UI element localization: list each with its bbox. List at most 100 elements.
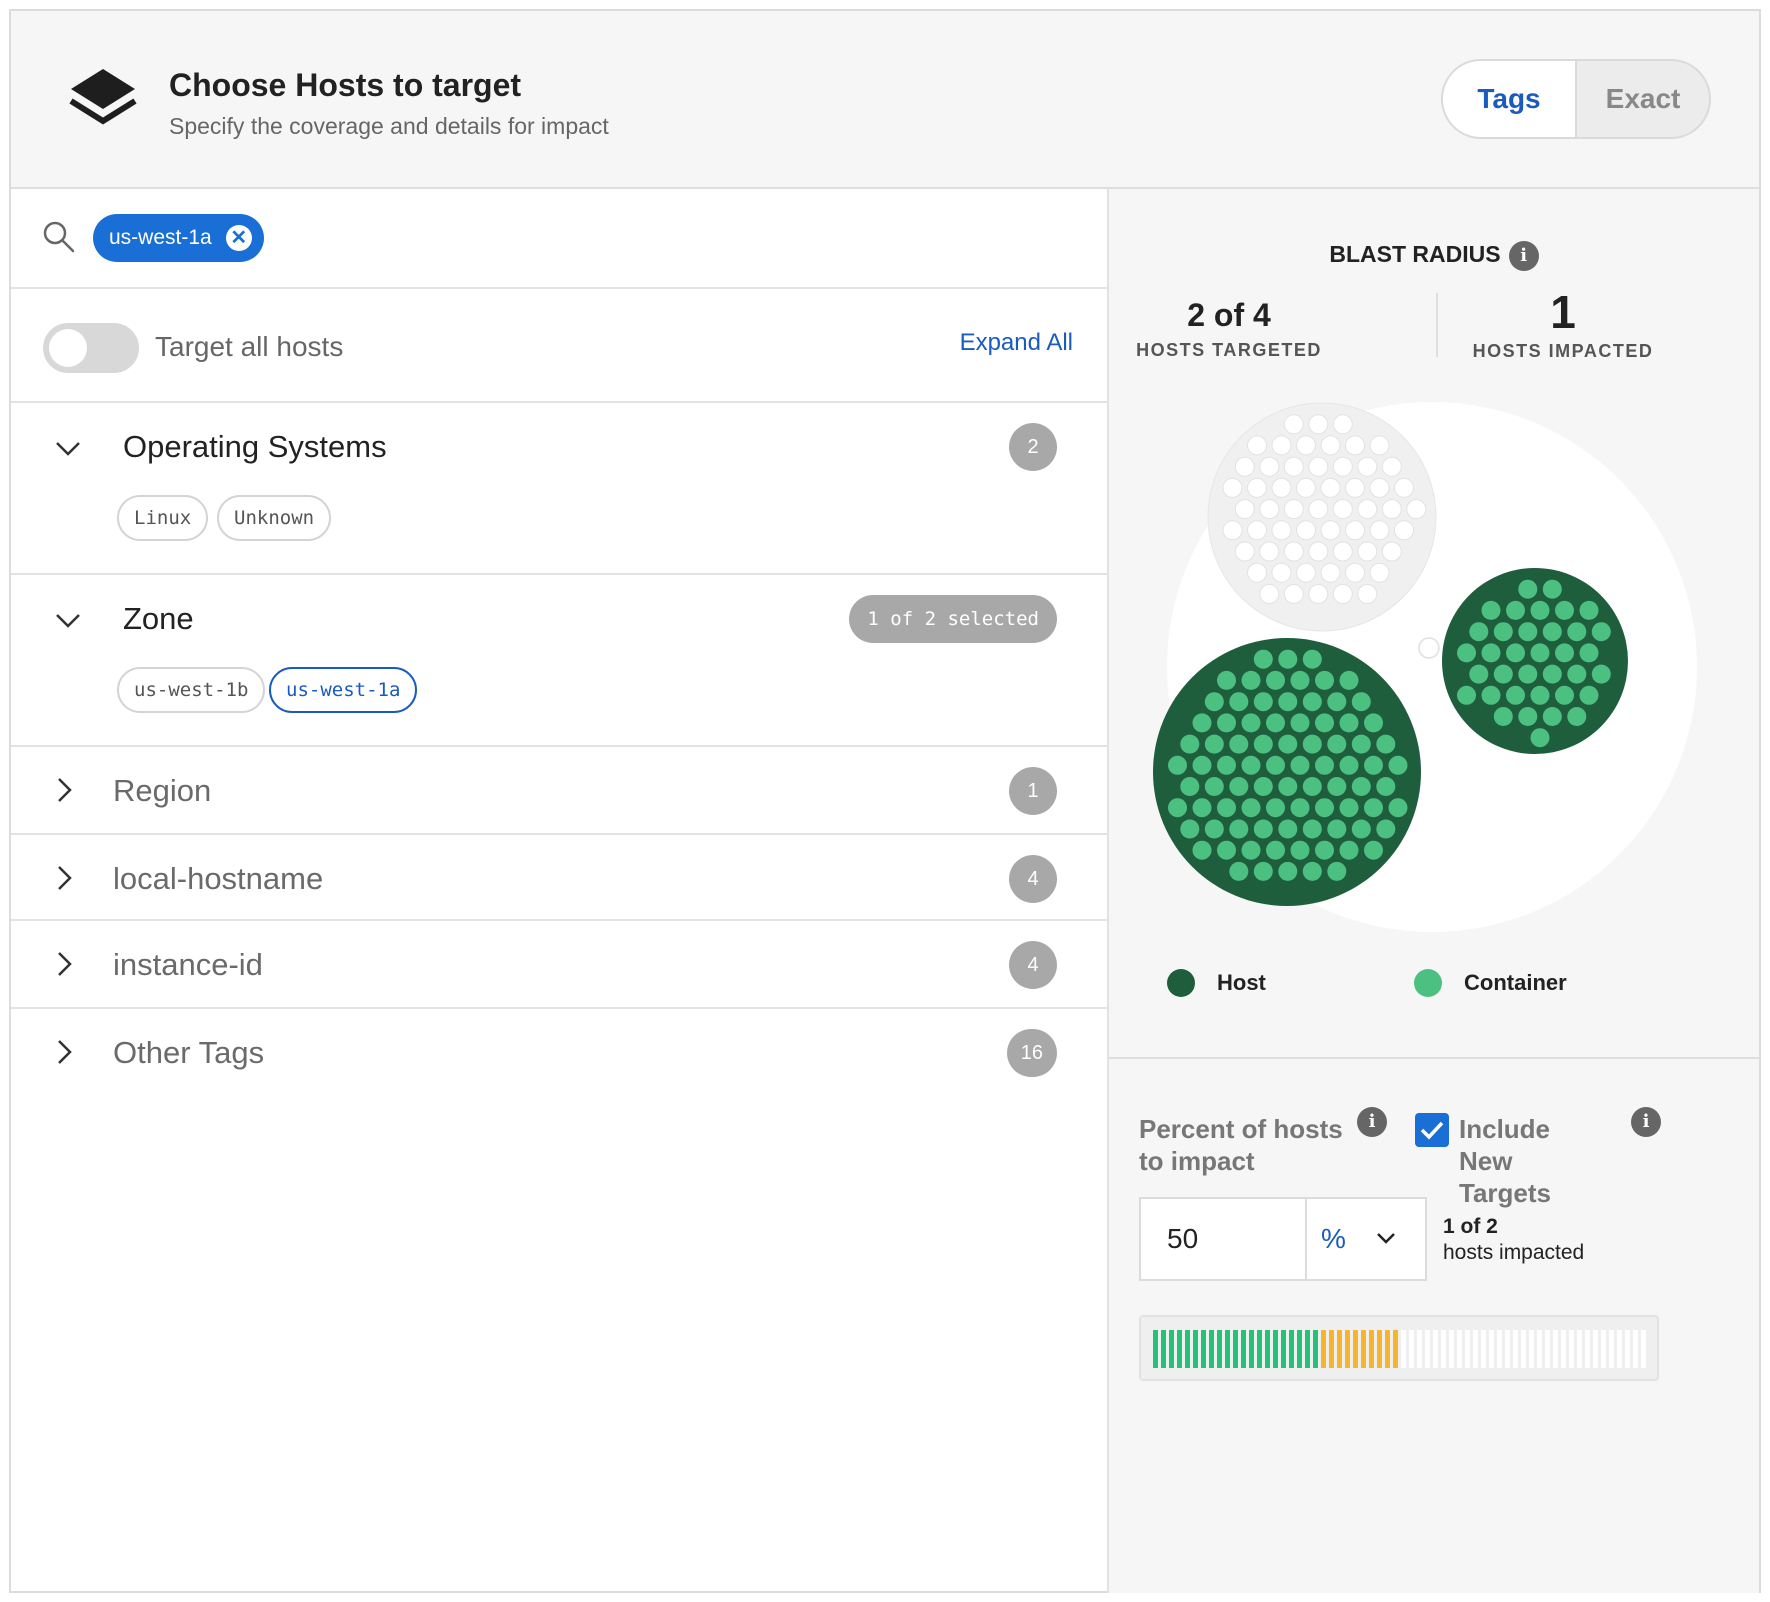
progress-segment — [1329, 1330, 1334, 1368]
container-dot — [1283, 414, 1304, 435]
progress-segment — [1345, 1330, 1350, 1368]
container-dot — [1278, 777, 1298, 796]
section-title[interactable]: local-hostname — [113, 861, 324, 896]
container-dot — [1320, 520, 1341, 541]
container-dot — [1376, 734, 1396, 754]
chevron-right-icon[interactable] — [49, 949, 79, 979]
progress-segment — [1225, 1330, 1230, 1368]
info-icon[interactable]: i — [1631, 1107, 1661, 1137]
container-dot — [1315, 840, 1334, 860]
chevron-right-icon[interactable] — [49, 863, 79, 893]
container-dot — [1278, 734, 1298, 754]
container-dot — [1369, 520, 1390, 541]
container-dot — [1302, 861, 1322, 881]
container-dot — [1481, 685, 1501, 705]
blast-radius-visualization — [1153, 402, 1697, 932]
container-dot — [1180, 819, 1200, 839]
container-dot — [1332, 584, 1353, 604]
section-divider — [1109, 1057, 1759, 1059]
chevron-down-icon[interactable] — [53, 605, 83, 635]
container-dot — [1168, 798, 1187, 818]
container-dot — [1192, 713, 1212, 733]
chevron-right-icon[interactable] — [49, 1037, 79, 1067]
tag-unknown[interactable]: Unknown — [217, 495, 332, 541]
container-dot — [1345, 520, 1365, 541]
progress-segment — [1233, 1330, 1238, 1368]
tag-us-west-1b[interactable]: us-west-1b — [117, 667, 266, 713]
container-dot — [1266, 713, 1285, 733]
hosts-impacted-stat: 1 HOSTS IMPACTED — [1463, 289, 1663, 362]
target-all-label: Target all hosts — [155, 331, 344, 362]
section-local-hostname[interactable]: local-hostname 4 — [11, 835, 1107, 921]
container-dot — [1339, 798, 1359, 818]
section-region[interactable]: Region 1 — [11, 747, 1107, 835]
expand-all-link[interactable]: Expand All — [959, 329, 1073, 356]
progress-segment — [1401, 1330, 1406, 1368]
container-dot — [1302, 649, 1322, 669]
container-dot — [1394, 520, 1414, 541]
section-other-tags[interactable]: Other Tags 16 — [11, 1009, 1107, 1097]
container-dot — [1530, 728, 1550, 748]
container-dot — [1229, 692, 1249, 712]
target-all-toggle[interactable] — [43, 323, 139, 373]
percent-input[interactable] — [1167, 1223, 1287, 1255]
section-title[interactable]: Zone — [123, 601, 194, 636]
panel-divider — [1107, 189, 1109, 1593]
progress-segment — [1449, 1330, 1454, 1368]
chevron-right-icon[interactable] — [49, 775, 79, 805]
panel-header: Choose Hosts to target Specify the cover… — [11, 11, 1759, 189]
progress-segment — [1465, 1330, 1470, 1368]
container-dot — [1332, 456, 1353, 477]
container-dot — [1555, 600, 1574, 620]
container-dot — [1180, 734, 1200, 754]
container-dot — [1376, 777, 1396, 796]
container-dot — [1241, 798, 1261, 818]
container-dot — [1493, 664, 1513, 684]
container-dot — [1381, 541, 1402, 562]
impacted-count: 1 of 2 — [1443, 1215, 1498, 1238]
unit-select[interactable]: % — [1305, 1199, 1427, 1279]
container-dot — [1234, 541, 1255, 562]
container-dot — [1542, 622, 1562, 642]
section-title[interactable]: Other Tags — [113, 1035, 265, 1070]
include-new-targets-label: Include New Targets — [1459, 1114, 1551, 1208]
progress-segment — [1537, 1330, 1542, 1368]
section-instance-id[interactable]: instance-id 4 — [11, 921, 1107, 1009]
progress-segment — [1593, 1330, 1598, 1368]
count-badge: 4 — [1009, 941, 1057, 989]
container-dot — [1192, 840, 1212, 860]
container-dot — [1259, 584, 1280, 604]
section-title[interactable]: Operating Systems — [123, 429, 387, 464]
container-group-untargeted — [1222, 414, 1427, 604]
tag-us-west-1a[interactable]: us-west-1a — [269, 667, 418, 713]
progress-segment — [1249, 1330, 1254, 1368]
progress-segment — [1497, 1330, 1502, 1368]
container-dot — [1241, 670, 1261, 690]
progress-segment — [1265, 1330, 1270, 1368]
unit-value: % — [1321, 1223, 1346, 1254]
tag-linux[interactable]: Linux — [117, 495, 209, 541]
progress-segment — [1561, 1330, 1566, 1368]
remove-chip-icon[interactable]: ✕ — [225, 225, 252, 251]
tab-tags[interactable]: Tags — [1443, 61, 1577, 137]
container-dot — [1315, 713, 1334, 733]
container-dot — [1591, 622, 1611, 642]
info-icon[interactable]: i — [1357, 1107, 1387, 1137]
progress-segment — [1281, 1330, 1286, 1368]
container-dot — [1591, 664, 1611, 684]
blast-radius-heading: BLAST RADIUS i — [1109, 241, 1759, 271]
container-dot — [1481, 600, 1501, 620]
tab-exact[interactable]: Exact — [1605, 83, 1681, 114]
section-title[interactable]: instance-id — [113, 947, 263, 982]
tag-search-bar[interactable]: us-west-1a ✕ — [11, 189, 1107, 289]
container-dot — [1518, 622, 1538, 642]
info-icon[interactable]: i — [1508, 241, 1539, 271]
container-legend-dot — [1414, 969, 1442, 997]
progress-segment — [1385, 1330, 1390, 1368]
chevron-down-icon[interactable] — [53, 433, 83, 463]
progress-segment — [1545, 1330, 1550, 1368]
progress-segment — [1505, 1330, 1510, 1368]
section-title[interactable]: Region — [113, 773, 212, 808]
include-new-targets-checkbox[interactable] — [1415, 1113, 1449, 1147]
container-dot — [1229, 777, 1249, 796]
